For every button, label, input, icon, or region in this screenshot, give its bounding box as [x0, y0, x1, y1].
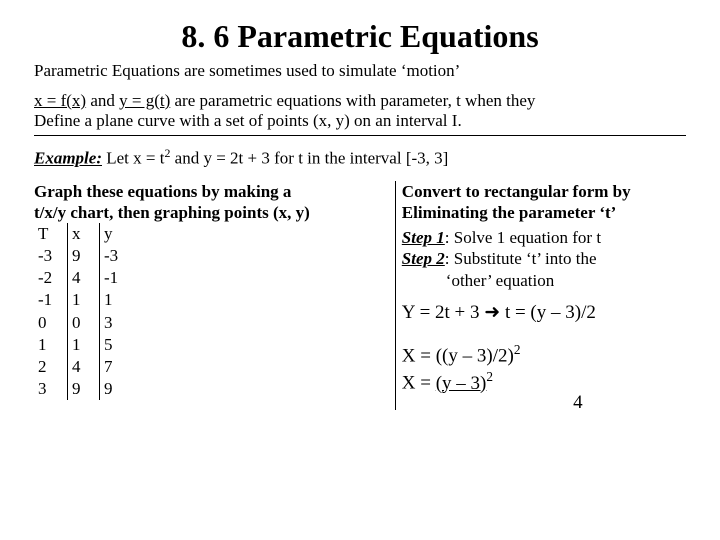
- eq-x1-a: X = ((y – 3)/2): [402, 345, 514, 366]
- eq-x2-a: X =: [402, 373, 436, 394]
- txy-table: T x y -39-3 -24-1 -111 003 115 247 399: [34, 223, 131, 400]
- table-row: 115: [34, 334, 131, 356]
- two-column: Graph these equations by making a t/x/y …: [34, 181, 686, 410]
- eq-x2-denom: 4: [402, 395, 686, 410]
- table-row: -39-3: [34, 245, 131, 267]
- example-label: Example:: [34, 149, 102, 168]
- left-instr-l1: Graph these equations by making a: [34, 182, 291, 201]
- slide: 8. 6 Parametric Equations Parametric Equ…: [0, 0, 720, 410]
- page-title: 8. 6 Parametric Equations: [34, 18, 686, 55]
- step1-label: Step 1: [402, 228, 445, 247]
- def-line2: Define a plane curve with a set of point…: [34, 111, 462, 130]
- table-row: -111: [34, 289, 131, 311]
- eq-x2: X = (y – 3)2: [402, 369, 686, 394]
- def-gt: y = g(t): [119, 91, 170, 110]
- step2-text2: ‘other’ equation: [402, 271, 554, 290]
- table-row: 399: [34, 378, 131, 400]
- right-instr-l2: Eliminating the parameter ‘t’: [402, 203, 617, 222]
- eq-x1-sup: 2: [514, 342, 521, 357]
- intro-text: Parametric Equations are sometimes used …: [34, 61, 686, 81]
- example-text-a: Let x = t: [102, 149, 164, 168]
- table-row: -24-1: [34, 267, 131, 289]
- right-instruction: Convert to rectangular form by Eliminati…: [402, 181, 686, 224]
- def-and: and: [86, 91, 119, 110]
- left-column: Graph these equations by making a t/x/y …: [34, 181, 387, 410]
- def-fx: x = f(x): [34, 91, 86, 110]
- step2-text: : Substitute ‘t’ into the: [445, 249, 597, 268]
- eq-x2-num: (y – 3): [436, 373, 487, 395]
- right-column: Convert to rectangular form by Eliminati…: [395, 181, 686, 410]
- right-instr-l1: Convert to rectangular form by: [402, 182, 631, 201]
- th-y: y: [100, 223, 132, 245]
- definition-block: x = f(x) and y = g(t) are parametric equ…: [34, 91, 686, 136]
- left-instr-l2: t/x/y chart, then graphing points (x, y): [34, 203, 310, 222]
- eq-x2-sup: 2: [486, 369, 493, 384]
- eq-y-to-t: Y = 2t + 3 ➜ t = (y – 3)/2: [402, 301, 686, 324]
- th-t: T: [34, 223, 68, 245]
- eq-x1: X = ((y – 3)/2)2: [402, 342, 686, 367]
- def-rest1: are parametric equations with parameter,…: [170, 91, 535, 110]
- example-text-b: and y = 2t + 3 for t in the interval [-3…: [170, 149, 448, 168]
- steps: Step 1: Solve 1 equation for t Step 2: S…: [402, 227, 686, 291]
- left-instruction: Graph these equations by making a t/x/y …: [34, 181, 387, 224]
- step2-label: Step 2: [402, 249, 445, 268]
- step1-text: : Solve 1 equation for t: [445, 228, 601, 247]
- table-header: T x y: [34, 223, 131, 245]
- th-x: x: [68, 223, 100, 245]
- example-line: Example: Let x = t2 and y = 2t + 3 for t…: [34, 146, 686, 169]
- table-row: 247: [34, 356, 131, 378]
- table-row: 003: [34, 312, 131, 334]
